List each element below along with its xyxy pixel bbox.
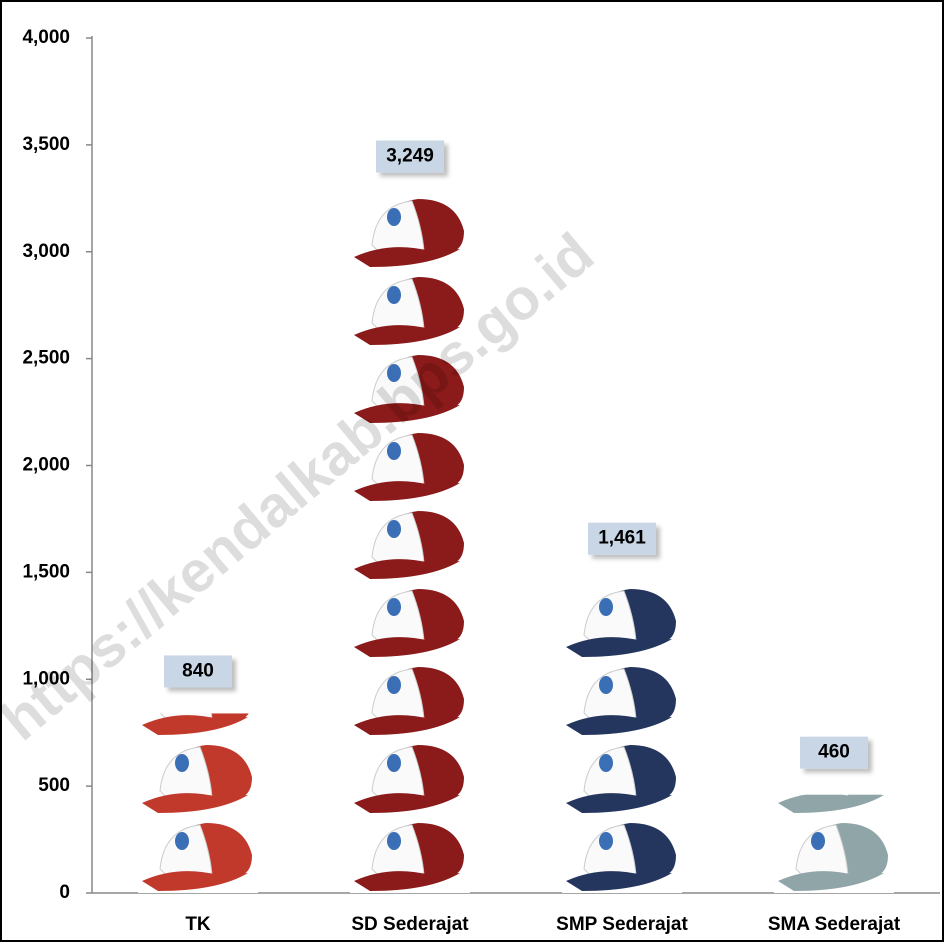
y-tick-label: 500 [38, 775, 70, 796]
value-label-box [164, 655, 232, 688]
bar [138, 713, 258, 893]
y-tick-label: 3,500 [22, 134, 70, 155]
x-tick-label: TK [185, 914, 211, 935]
y-tick-label: 1,000 [22, 668, 70, 689]
value-label: 460 [818, 742, 850, 763]
value-label: 840 [182, 660, 214, 681]
plot: 0 500 1,000 1,500 2,000 2,500 3,000 3,500 4,000 T… [22, 27, 900, 935]
x-tick-label: SMA Sederajat [768, 914, 901, 935]
bar [774, 794, 894, 893]
value-label-box [376, 140, 444, 173]
y-tick-label: 0 [59, 882, 70, 903]
y-tick-label: 2,000 [22, 455, 70, 476]
value-label: 3,249 [386, 146, 434, 167]
x-tick-label: SMP Sederajat [556, 914, 688, 935]
y-tick-label: 3,000 [22, 241, 70, 262]
value-label: 1,461 [598, 528, 646, 549]
bar [350, 198, 470, 893]
value-label-box [588, 522, 656, 555]
y-tick-label: 1,500 [22, 561, 70, 582]
y-tick-label: 4,000 [22, 27, 70, 48]
y-tick-label: 2,500 [22, 348, 70, 369]
x-tick-label: SD Sederajat [351, 914, 469, 935]
bar [562, 580, 682, 893]
value-label-box [800, 736, 868, 769]
